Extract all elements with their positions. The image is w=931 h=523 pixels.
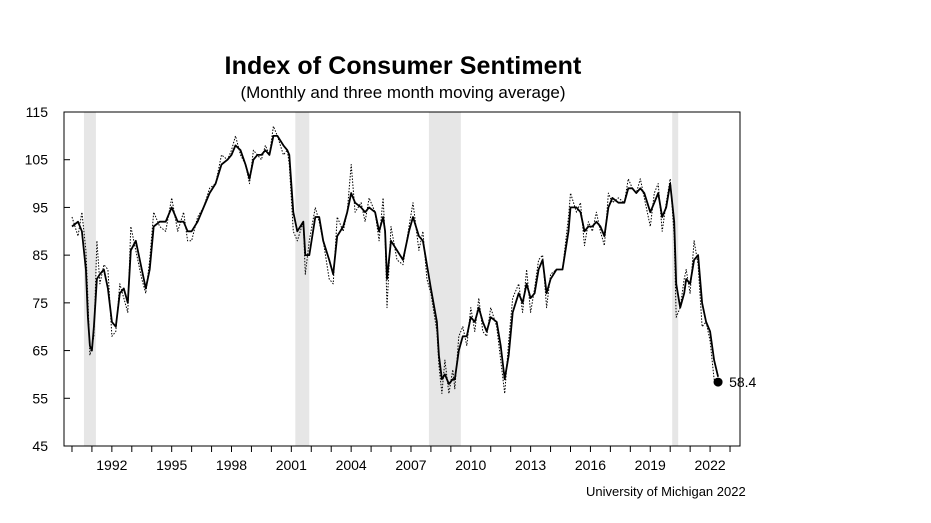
x-tick-label: 2022 — [695, 457, 726, 473]
x-tick-label: 1992 — [96, 457, 127, 473]
moving-average-line — [71, 135, 719, 385]
recession-band — [428, 112, 461, 446]
y-tick-label: 115 — [26, 104, 49, 120]
x-tick-label: 2013 — [515, 457, 546, 473]
x-tick-label: 2004 — [336, 457, 367, 473]
y-tick-label: 55 — [32, 390, 48, 406]
x-tick-label: 2019 — [635, 457, 666, 473]
y-tick-label: 95 — [32, 199, 48, 215]
recession-bands — [83, 112, 679, 446]
chart-title: Index of Consumer Sentiment — [224, 52, 582, 80]
latest-value-marker — [713, 377, 723, 387]
y-tick-label: 65 — [32, 343, 48, 359]
y-tick-label: 85 — [32, 247, 48, 263]
x-tick-label: 2001 — [276, 457, 307, 473]
x-axis: 1992 1995 1998 2001 2004 2007 2010 2013 2016 2019… — [71, 446, 731, 473]
chart-subtitle: (Monthly and three month moving average) — [240, 83, 566, 102]
recession-band — [83, 112, 96, 446]
plot-area-border — [63, 111, 741, 447]
monthly-series-line — [71, 125, 719, 394]
recession-band — [295, 112, 310, 446]
x-tick-label: 2016 — [575, 457, 606, 473]
x-tick-label: 2010 — [455, 457, 486, 473]
x-tick-label: 2007 — [395, 457, 426, 473]
x-tick-label: 1998 — [216, 457, 247, 473]
y-tick-label: 105 — [25, 152, 49, 168]
source-credit: University of Michigan 2022 — [586, 484, 746, 499]
latest-value-label: 58.4 — [729, 374, 756, 390]
y-tick-label: 45 — [32, 438, 48, 454]
y-tick-label: 75 — [32, 295, 48, 311]
x-tick-label: 1995 — [156, 457, 187, 473]
series-lines — [71, 125, 719, 394]
y-axis: 45 55 65 75 85 95 105 115 — [25, 104, 70, 454]
